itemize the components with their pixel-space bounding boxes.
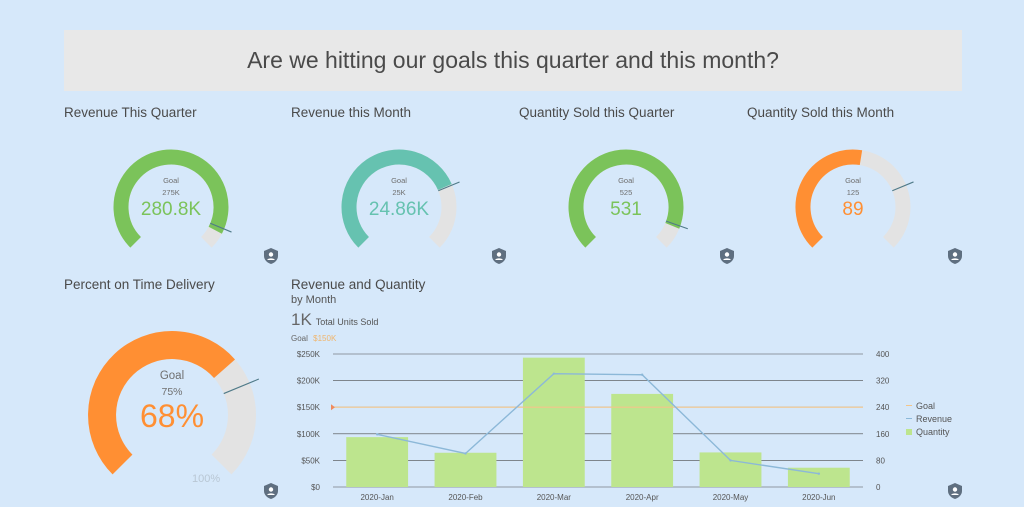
x-axis-tick: 2020-May	[713, 493, 749, 502]
gauge-goal-label: Goal	[845, 176, 861, 185]
combo-title: Revenue and Quantity	[291, 277, 426, 292]
gauge-goal-value: 25K	[392, 188, 405, 197]
quantity-bar[interactable]	[346, 437, 409, 487]
quantity-month-gauge: Goal 125 89	[795, 149, 914, 248]
left-axis-tick: $150K	[297, 403, 321, 412]
legend-item-quantity[interactable]: Quantity	[906, 425, 952, 438]
x-axis-tick: 2020-Mar	[537, 493, 572, 502]
legend-swatch-quantity	[906, 428, 912, 435]
shield-user-icon[interactable]	[720, 248, 734, 264]
gauge-value: 24.86K	[369, 199, 430, 220]
left-axis-tick: $100K	[297, 430, 321, 439]
revenue-quantity-chart: $0 $50K $100K $150K $200K $250K 0 80 160 240 320 40…	[297, 350, 890, 502]
x-axis-tick: 2020-Jan	[360, 493, 393, 502]
revenue-point[interactable]	[817, 472, 821, 475]
revenue-month-gauge: Goal 25K 24.86K	[341, 149, 460, 248]
gauge-title-quantity-month: Quantity Sold this Month	[747, 105, 895, 120]
gauge-goal-label: Goal	[391, 176, 407, 185]
shield-user-icon[interactable]	[264, 483, 278, 499]
gauge-value-arc	[113, 149, 229, 248]
quantity-bar[interactable]	[611, 393, 674, 487]
revenue-point[interactable]	[640, 373, 644, 376]
left-axis-tick: $50K	[301, 456, 320, 465]
right-axis-tick: 0	[876, 483, 881, 492]
revenue-point[interactable]	[729, 459, 732, 462]
left-axis-tick: $0	[311, 483, 320, 492]
title-banner: Are we hitting our goals this quarter an…	[64, 30, 962, 91]
revenue-line	[377, 372, 819, 475]
right-axis-tick: 80	[876, 456, 885, 465]
revenue-point[interactable]	[552, 372, 556, 375]
gauge-goal-label: Goal	[618, 176, 634, 185]
gauge-goal-value: 525	[620, 188, 633, 197]
revenue-quarter-gauge: Goal 275K 280.8K	[113, 149, 232, 248]
gauge-value-arc	[795, 149, 863, 248]
legend-label-quantity: Quantity	[916, 426, 950, 437]
gauge-goal-marker	[223, 378, 260, 395]
x-axis-tick: 2020-Apr	[626, 493, 659, 502]
goal-annotation: Goal $150K	[291, 334, 336, 343]
gauge-goal-value: 75%	[161, 386, 182, 398]
x-axis-tick: 2020-Jun	[802, 493, 835, 502]
kpi-total-units: 1K Total Units Sold	[291, 310, 378, 330]
quantity-bar[interactable]	[787, 467, 850, 487]
gauge-goal-marker	[210, 222, 232, 233]
legend-item-revenue[interactable]: Revenue	[906, 412, 952, 425]
gauge-goal-value: 125	[847, 188, 860, 197]
gauge-value: 89	[842, 199, 863, 220]
legend-label-revenue: Revenue	[916, 413, 953, 424]
right-axis-tick: 240	[876, 403, 890, 412]
left-axis-tick: $250K	[297, 350, 321, 359]
goal-annotation-value: $150K	[313, 334, 337, 343]
quantity-bar[interactable]	[522, 357, 585, 487]
quantity-bar[interactable]	[699, 452, 762, 487]
legend-label-goal: Goal	[916, 400, 936, 411]
gauge-title-revenue-month: Revenue this Month	[291, 105, 412, 120]
gauge-title-revenue-quarter: Revenue This Quarter	[64, 105, 197, 120]
right-axis-tick: 320	[876, 377, 890, 386]
right-axis-tick: 400	[876, 350, 890, 359]
page-title: Are we hitting our goals this quarter an…	[247, 47, 779, 73]
goal-annotation-label: Goal	[291, 334, 308, 343]
gauge-title-delivery: Percent on Time Delivery	[64, 277, 215, 292]
gauge-value-arc	[568, 149, 684, 248]
gauge-value: 68%	[140, 398, 204, 434]
revenue-point[interactable]	[464, 452, 467, 455]
revenue-point[interactable]	[375, 433, 379, 436]
right-axis-tick: 160	[876, 430, 890, 439]
kpi-label: Total Units Sold	[315, 317, 379, 327]
gauge-title-quantity-quarter: Quantity Sold this Quarter	[519, 105, 675, 120]
quantity-bar[interactable]	[434, 452, 497, 487]
legend-swatch-revenue	[906, 418, 912, 419]
kpi-value: 1K	[291, 310, 312, 329]
gauge-goal-marker	[438, 181, 460, 192]
shield-user-icon[interactable]	[948, 483, 962, 499]
gauge-value-arc	[88, 331, 235, 475]
quantity-quarter-gauge: Goal 525 531	[568, 149, 688, 248]
shield-user-icon[interactable]	[264, 248, 278, 264]
legend-swatch-goal	[906, 405, 912, 406]
shield-user-icon[interactable]	[948, 248, 962, 264]
goal-marker	[331, 404, 335, 411]
legend-item-goal[interactable]: Goal	[906, 399, 952, 412]
gauge-value: 531	[610, 199, 642, 220]
shield-user-icon[interactable]	[492, 248, 506, 264]
gauge-value-arc	[341, 149, 452, 248]
gauge-goal-value: 275K	[162, 188, 180, 197]
gauge-goal-label: Goal	[160, 370, 184, 382]
x-axis-tick: 2020-Feb	[448, 493, 483, 502]
combo-subtitle: by Month	[291, 294, 337, 306]
chart-legend: Goal Revenue Quantity	[906, 399, 952, 438]
gauge-goal-marker	[892, 181, 914, 192]
delivery-max-label: 100%	[192, 473, 221, 485]
gauge-goal-label: Goal	[163, 176, 179, 185]
left-axis-tick: $200K	[297, 377, 321, 386]
gauge-value: 280.8K	[141, 199, 202, 220]
gauge-goal-marker	[665, 220, 688, 230]
delivery-gauge: Goal 75%68%	[88, 331, 260, 475]
